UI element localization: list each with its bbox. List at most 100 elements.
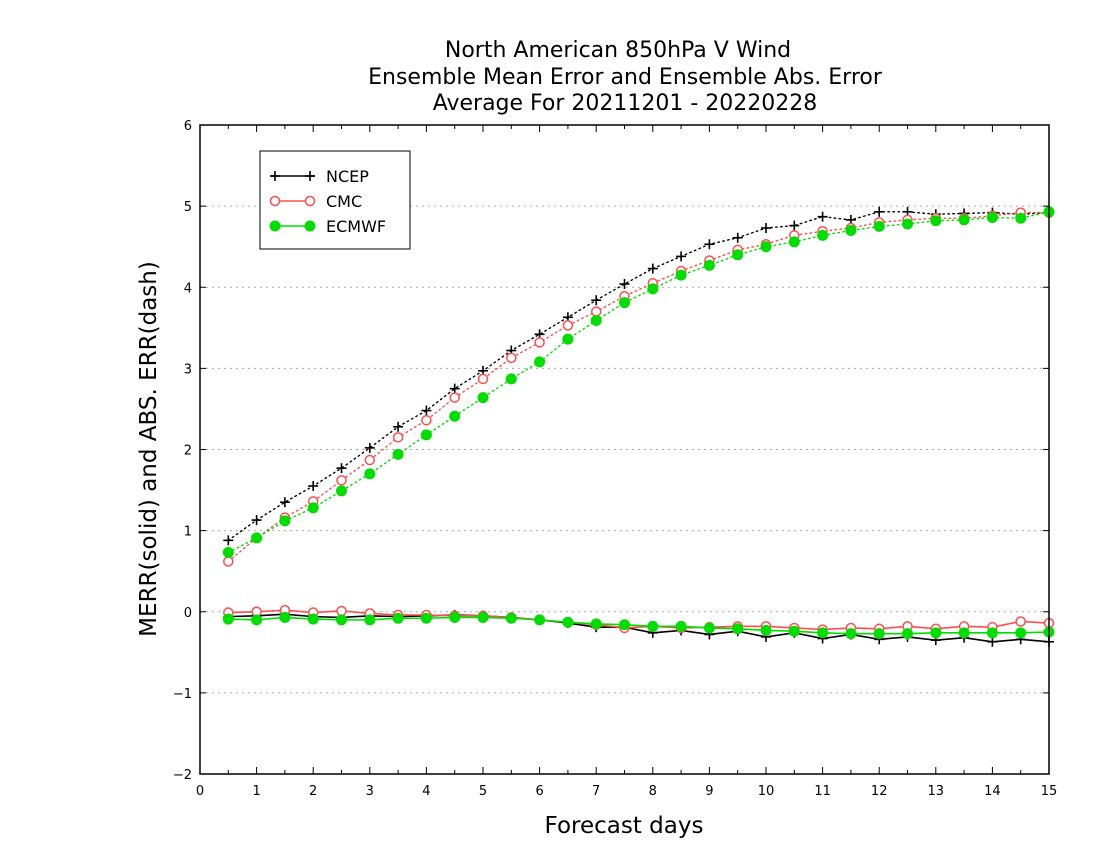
data-point [986, 627, 998, 639]
y-axis-label: MERR(solid) and ABS. ERR(dash) [136, 261, 162, 637]
data-point [279, 497, 290, 508]
data-point [534, 356, 546, 368]
data-point [279, 611, 291, 623]
data-point [392, 432, 404, 443]
data-point [958, 627, 970, 639]
x-tick-label: 8 [649, 784, 657, 799]
data-point [420, 429, 432, 441]
y-tick-label: −1 [173, 687, 192, 702]
data-point [817, 229, 829, 241]
data-point [477, 373, 489, 385]
y-tick-label: −2 [173, 768, 192, 783]
data-point [307, 613, 319, 625]
data-point [534, 614, 546, 626]
x-tick-label: 1 [252, 784, 260, 799]
legend-label: ECMWF [326, 217, 386, 236]
data-point [703, 259, 715, 271]
data-point [845, 628, 857, 640]
data-point [761, 223, 771, 234]
x-tick-label: 15 [1041, 784, 1058, 799]
data-point [279, 515, 291, 527]
y-tick-label: 0 [184, 606, 192, 621]
data-point [874, 206, 885, 217]
data-point [364, 454, 376, 466]
data-point [732, 623, 744, 635]
data-point [591, 295, 602, 306]
data-point [760, 624, 772, 636]
data-point [788, 236, 800, 248]
x-tick-label: 14 [984, 784, 1001, 799]
data-point [449, 392, 460, 403]
data-point [619, 619, 630, 631]
data-point [817, 211, 828, 222]
data-point [562, 333, 574, 345]
data-point [305, 171, 315, 181]
data-point [364, 614, 376, 626]
x-tick-label: 4 [422, 784, 430, 799]
x-tick-label: 9 [705, 784, 713, 799]
data-point [336, 485, 347, 497]
data-point [619, 279, 630, 290]
data-point [269, 220, 281, 232]
data-point [930, 215, 942, 227]
legend-label: CMC [326, 192, 362, 211]
data-point [336, 614, 347, 626]
series-layer [222, 206, 1055, 647]
legend-label: NCEP [326, 167, 369, 186]
data-point [788, 625, 800, 637]
data-point [845, 224, 857, 236]
data-point [223, 556, 234, 567]
data-point [987, 636, 998, 647]
x-tick-label: 3 [366, 784, 374, 799]
data-point [590, 306, 602, 317]
y-tick-label: 4 [184, 281, 192, 296]
x-tick-label: 12 [871, 784, 888, 799]
y-tick-label: 5 [184, 200, 192, 215]
x-axis-label: Forecast days [545, 813, 704, 839]
data-point [703, 622, 715, 634]
y-tick-label: 6 [184, 119, 192, 134]
data-point [1015, 616, 1026, 627]
x-tick-label: 6 [535, 784, 543, 799]
x-tick-label: 0 [196, 784, 204, 799]
legend-item-ecmwf: ECMWF [269, 217, 386, 236]
data-point [223, 535, 234, 546]
data-point [251, 515, 262, 526]
y-tick-label: 2 [184, 444, 192, 459]
data-point [364, 442, 375, 453]
data-point [675, 620, 687, 632]
data-point [251, 614, 263, 626]
series-cmc [223, 207, 1055, 635]
title-line-3: Average For 20211201 - 20220228 [433, 91, 818, 116]
data-point [902, 218, 913, 230]
data-point [930, 627, 942, 639]
data-point [336, 475, 347, 486]
data-point [392, 612, 404, 624]
data-point [505, 612, 517, 624]
legend-item-ncep: NCEP [270, 167, 369, 186]
data-point [477, 392, 489, 404]
data-point [449, 383, 460, 394]
data-point [420, 612, 432, 624]
series-ncep [223, 206, 1054, 647]
data-point [902, 628, 913, 640]
data-point [534, 337, 545, 348]
data-point [304, 220, 316, 232]
data-point [647, 283, 659, 295]
mean-error-line [228, 616, 1050, 635]
abs-error-line [227, 211, 1050, 563]
data-point [392, 448, 404, 460]
data-point [789, 220, 800, 231]
legend-box [259, 150, 411, 250]
data-point [222, 613, 234, 625]
data-point [732, 249, 744, 261]
abs-error-line [227, 211, 1050, 554]
series-ecmwf [222, 206, 1055, 640]
data-point [308, 481, 319, 492]
data-point [449, 611, 461, 623]
legend-item-cmc: CMC [269, 192, 362, 211]
data-point [269, 195, 281, 207]
data-point [449, 410, 461, 422]
